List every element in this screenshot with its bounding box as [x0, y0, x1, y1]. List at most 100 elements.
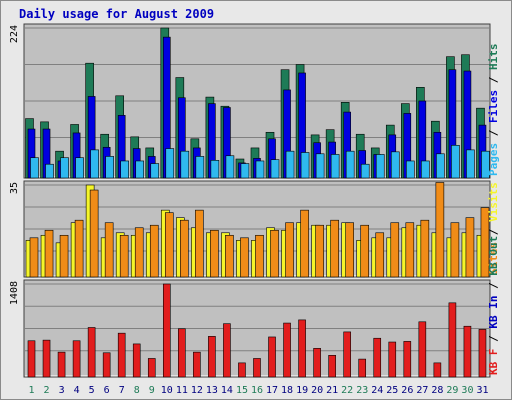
kbf-bar [72, 340, 81, 378]
day-label: 12 [191, 385, 203, 396]
day-label: 9 [149, 385, 155, 396]
kbf-bar [328, 355, 336, 378]
kbf-bar [283, 322, 291, 378]
pages-bar [210, 160, 220, 179]
sites-bar [360, 224, 370, 278]
kbf-bar [418, 321, 427, 378]
day-label: 3 [59, 385, 65, 396]
kbf-bar [42, 339, 51, 378]
day-label: 20 [311, 385, 323, 396]
sites-bar [134, 227, 144, 278]
sites-bar [315, 224, 324, 278]
sites-bar [285, 222, 294, 278]
panel-3-max-label: 1408 [9, 281, 20, 305]
pages-bar [120, 160, 129, 179]
legend-separator: / [487, 276, 500, 296]
day-label: 15 [236, 385, 248, 396]
pages-bar [315, 153, 325, 179]
day-label: 1 [29, 385, 35, 396]
pages-bar [421, 160, 430, 179]
day-label: 5 [89, 385, 95, 396]
day-label: 18 [281, 385, 293, 396]
pages-bar [180, 150, 190, 179]
sites-bar [435, 182, 445, 278]
pages-bar [270, 159, 280, 179]
pages-bar [285, 150, 295, 179]
pages-bar [481, 150, 490, 179]
kbf-bar [253, 358, 261, 378]
day-label: 26 [401, 385, 413, 396]
chart-title: Daily usage for August 2009 [19, 7, 215, 21]
day-label: 24 [371, 385, 383, 396]
pages-bar [105, 156, 114, 179]
day-label: 17 [266, 385, 278, 396]
kbf-bar [448, 302, 457, 378]
pages-bar [300, 152, 310, 179]
day-label: 7 [119, 385, 125, 396]
sites-bar [59, 234, 69, 278]
day-label: 14 [221, 385, 233, 396]
day-label: 31 [476, 385, 488, 396]
legend-separator: / [487, 123, 500, 143]
sites-bar [104, 222, 114, 278]
legend-separator: / [487, 329, 500, 349]
kbf-bar [358, 358, 367, 378]
kbf-bar [57, 351, 66, 378]
day-label: 28 [431, 385, 443, 396]
sites-bar [74, 219, 84, 278]
sites-bar [240, 237, 249, 278]
kbf-bar [433, 362, 442, 378]
pages-bar [255, 160, 265, 179]
kbf-bar [178, 328, 186, 378]
legend-entry: KB In [487, 296, 500, 329]
sites-bar [405, 222, 415, 278]
sites-bar [180, 219, 189, 278]
pages-bar [135, 160, 145, 179]
panel-2-legend: Sites / Visits [487, 182, 500, 275]
legend-entry: KB F [487, 349, 500, 376]
kbf-bar [87, 327, 96, 378]
kbf-bar [268, 336, 276, 378]
day-label: 23 [356, 385, 368, 396]
pages-bar [150, 163, 160, 179]
sites-bar [300, 209, 309, 278]
pages-bar [165, 148, 175, 179]
day-label: 25 [386, 385, 398, 396]
pages-bar [60, 157, 69, 179]
sites-bar [44, 229, 54, 278]
sites-bar [119, 234, 129, 278]
legend-entry: Hits [487, 44, 500, 71]
kbf-bar [193, 351, 201, 378]
kbf-bar [373, 337, 382, 378]
sites-bar [390, 222, 400, 278]
panel-1-max-label: 224 [9, 25, 20, 43]
day-label: 27 [416, 385, 428, 396]
legend-entry: Files [487, 90, 500, 123]
sites-bar [210, 229, 219, 278]
kbf-bar [132, 343, 141, 378]
kbf-bar [223, 323, 231, 378]
pages-bar [195, 156, 205, 179]
day-label: 2 [44, 385, 50, 396]
kbf-bar [27, 340, 36, 378]
panel-3-legend: KB F / KB In / KB Out [487, 236, 500, 375]
day-label: 19 [296, 385, 308, 396]
pages-bar [30, 157, 39, 179]
pages-bar [330, 154, 340, 179]
legend-entry: KB Out [487, 236, 500, 276]
kbf-bar [162, 283, 171, 378]
day-label: 4 [74, 385, 80, 396]
sites-bar [255, 234, 264, 278]
kbf-bar [478, 329, 487, 378]
sites-bar [420, 219, 430, 278]
sites-bar [330, 219, 339, 278]
kbf-bar [463, 325, 472, 378]
panel-2-max-label: 35 [9, 182, 20, 194]
day-label: 30 [461, 385, 473, 396]
pages-bar [240, 163, 250, 179]
kbf-bar [343, 331, 351, 378]
pages-bar [90, 149, 99, 179]
pages-bar [75, 157, 84, 179]
day-label: 29 [446, 385, 458, 396]
